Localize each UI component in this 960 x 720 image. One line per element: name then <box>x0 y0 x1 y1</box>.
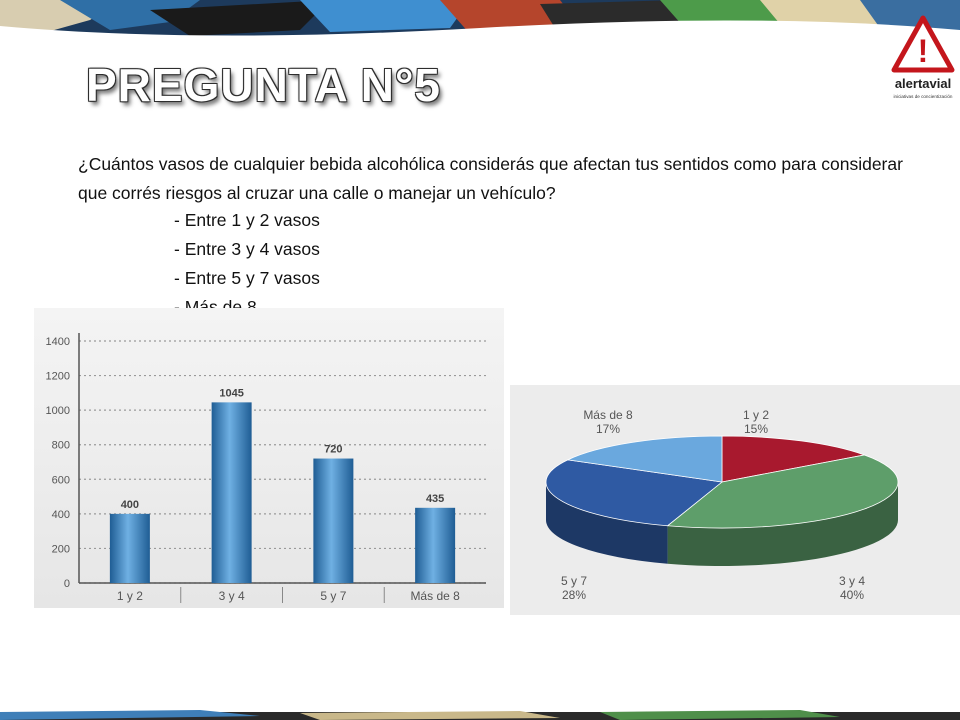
bar-value-label: 1045 <box>219 387 243 399</box>
x-tick-label: Más de 8 <box>410 589 460 603</box>
graffiti-footer <box>0 710 960 720</box>
x-tick-label: 5 y 7 <box>320 589 346 603</box>
pie-percent-label: 40% <box>840 588 864 602</box>
x-tick-label: 3 y 4 <box>219 589 245 603</box>
pie-slice-side <box>667 482 898 566</box>
y-tick-label: 1000 <box>46 405 70 417</box>
bar-value-label: 720 <box>324 444 342 456</box>
bar <box>313 458 354 583</box>
bar-value-label: 435 <box>426 493 444 505</box>
pie-category-label: 1 y 2 <box>743 408 769 422</box>
bar <box>211 402 252 583</box>
answer-options: - Entre 1 y 2 vasos - Entre 3 y 4 vasos … <box>174 206 320 322</box>
pie-category-label: 5 y 7 <box>561 574 587 588</box>
slide-title: PREGUNTA N°5 <box>86 59 441 111</box>
pie-slice <box>721 435 866 483</box>
pie-slice <box>566 435 723 483</box>
logo-wordmark: alertavial <box>895 76 951 91</box>
y-tick-label: 1200 <box>46 371 70 383</box>
y-tick-label: 1400 <box>46 336 70 348</box>
pie-percent-label: 28% <box>562 588 586 602</box>
option-item: - Entre 3 y 4 vasos <box>174 239 320 259</box>
y-tick-label: 800 <box>52 440 70 452</box>
pie-slice <box>666 454 899 529</box>
logo-mark: ! <box>918 33 929 69</box>
bar-value-label: 400 <box>121 499 139 511</box>
graffiti-banner <box>0 0 960 38</box>
pie-category-label: Más de 8 <box>583 408 633 422</box>
y-tick-label: 400 <box>52 509 70 521</box>
x-tick-label: 1 y 2 <box>117 589 143 603</box>
pie-percent-label: 17% <box>596 422 620 436</box>
alertavial-logo: ! alertavial iniciativas de concientizac… <box>891 15 955 99</box>
pie-percent-label: 15% <box>744 422 768 436</box>
option-item: - Entre 1 y 2 vasos <box>174 210 320 230</box>
pie-chart: 1 y 215% 3 y 440% 5 y 728% Más de 817% <box>510 385 960 615</box>
logo-tagline: iniciativas de concientización <box>894 94 953 99</box>
question-text: ¿Cuántos vasos de cualquier bebida alcoh… <box>78 154 903 203</box>
bar <box>415 507 456 583</box>
y-tick-label: 600 <box>52 474 70 486</box>
pie-slice <box>545 459 723 527</box>
y-tick-label: 0 <box>64 578 70 590</box>
y-tick-label: 200 <box>52 543 70 555</box>
pie-slice-side <box>546 482 668 564</box>
option-item: - Entre 5 y 7 vasos <box>174 268 320 288</box>
pie-category-label: 3 y 4 <box>839 574 865 588</box>
bar <box>109 513 150 583</box>
bar-chart: 0 200 400 600 800 1000 1200 1400 400 1 y 2 1045 3 y… <box>34 308 504 608</box>
